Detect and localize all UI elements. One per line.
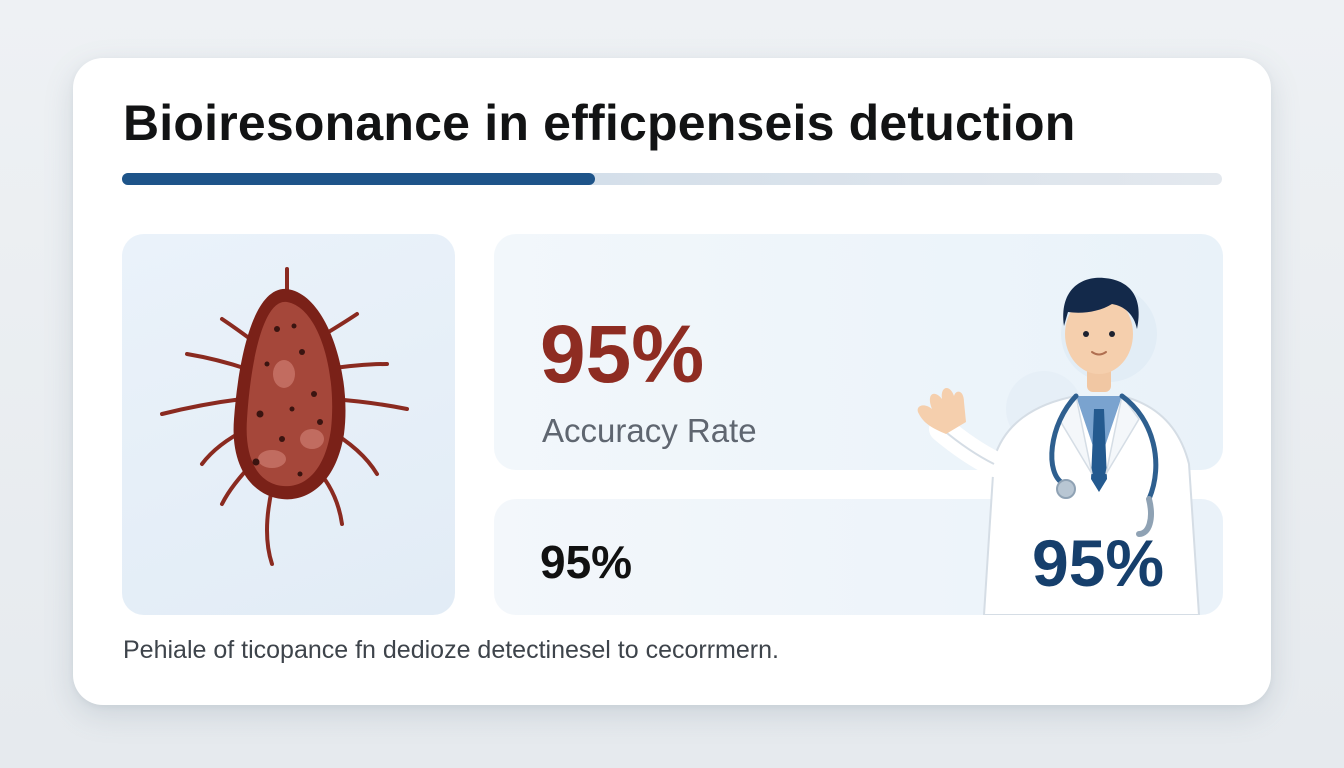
stats-panel: 95% Accuracy Rate 95% <box>494 234 1223 615</box>
secondary-value: 95% <box>540 536 633 588</box>
doctor-stat-value: 95% <box>1032 526 1165 600</box>
accuracy-label: Accuracy Rate <box>542 412 757 449</box>
progress-fill <box>122 173 595 185</box>
caption-text: Pehiale of ticopance fn dedioze detectin… <box>123 636 779 664</box>
doctor-icon <box>917 277 1201 615</box>
progress-bar <box>122 173 1222 185</box>
accuracy-value: 95% <box>540 309 705 400</box>
bacterium-icon <box>160 267 409 566</box>
infographic-card: Bioiresonance in efficpenseis detuction <box>73 58 1271 705</box>
illustration-panel <box>122 234 455 615</box>
page-title: Bioiresonance in efficpenseis detuction <box>123 95 1076 151</box>
